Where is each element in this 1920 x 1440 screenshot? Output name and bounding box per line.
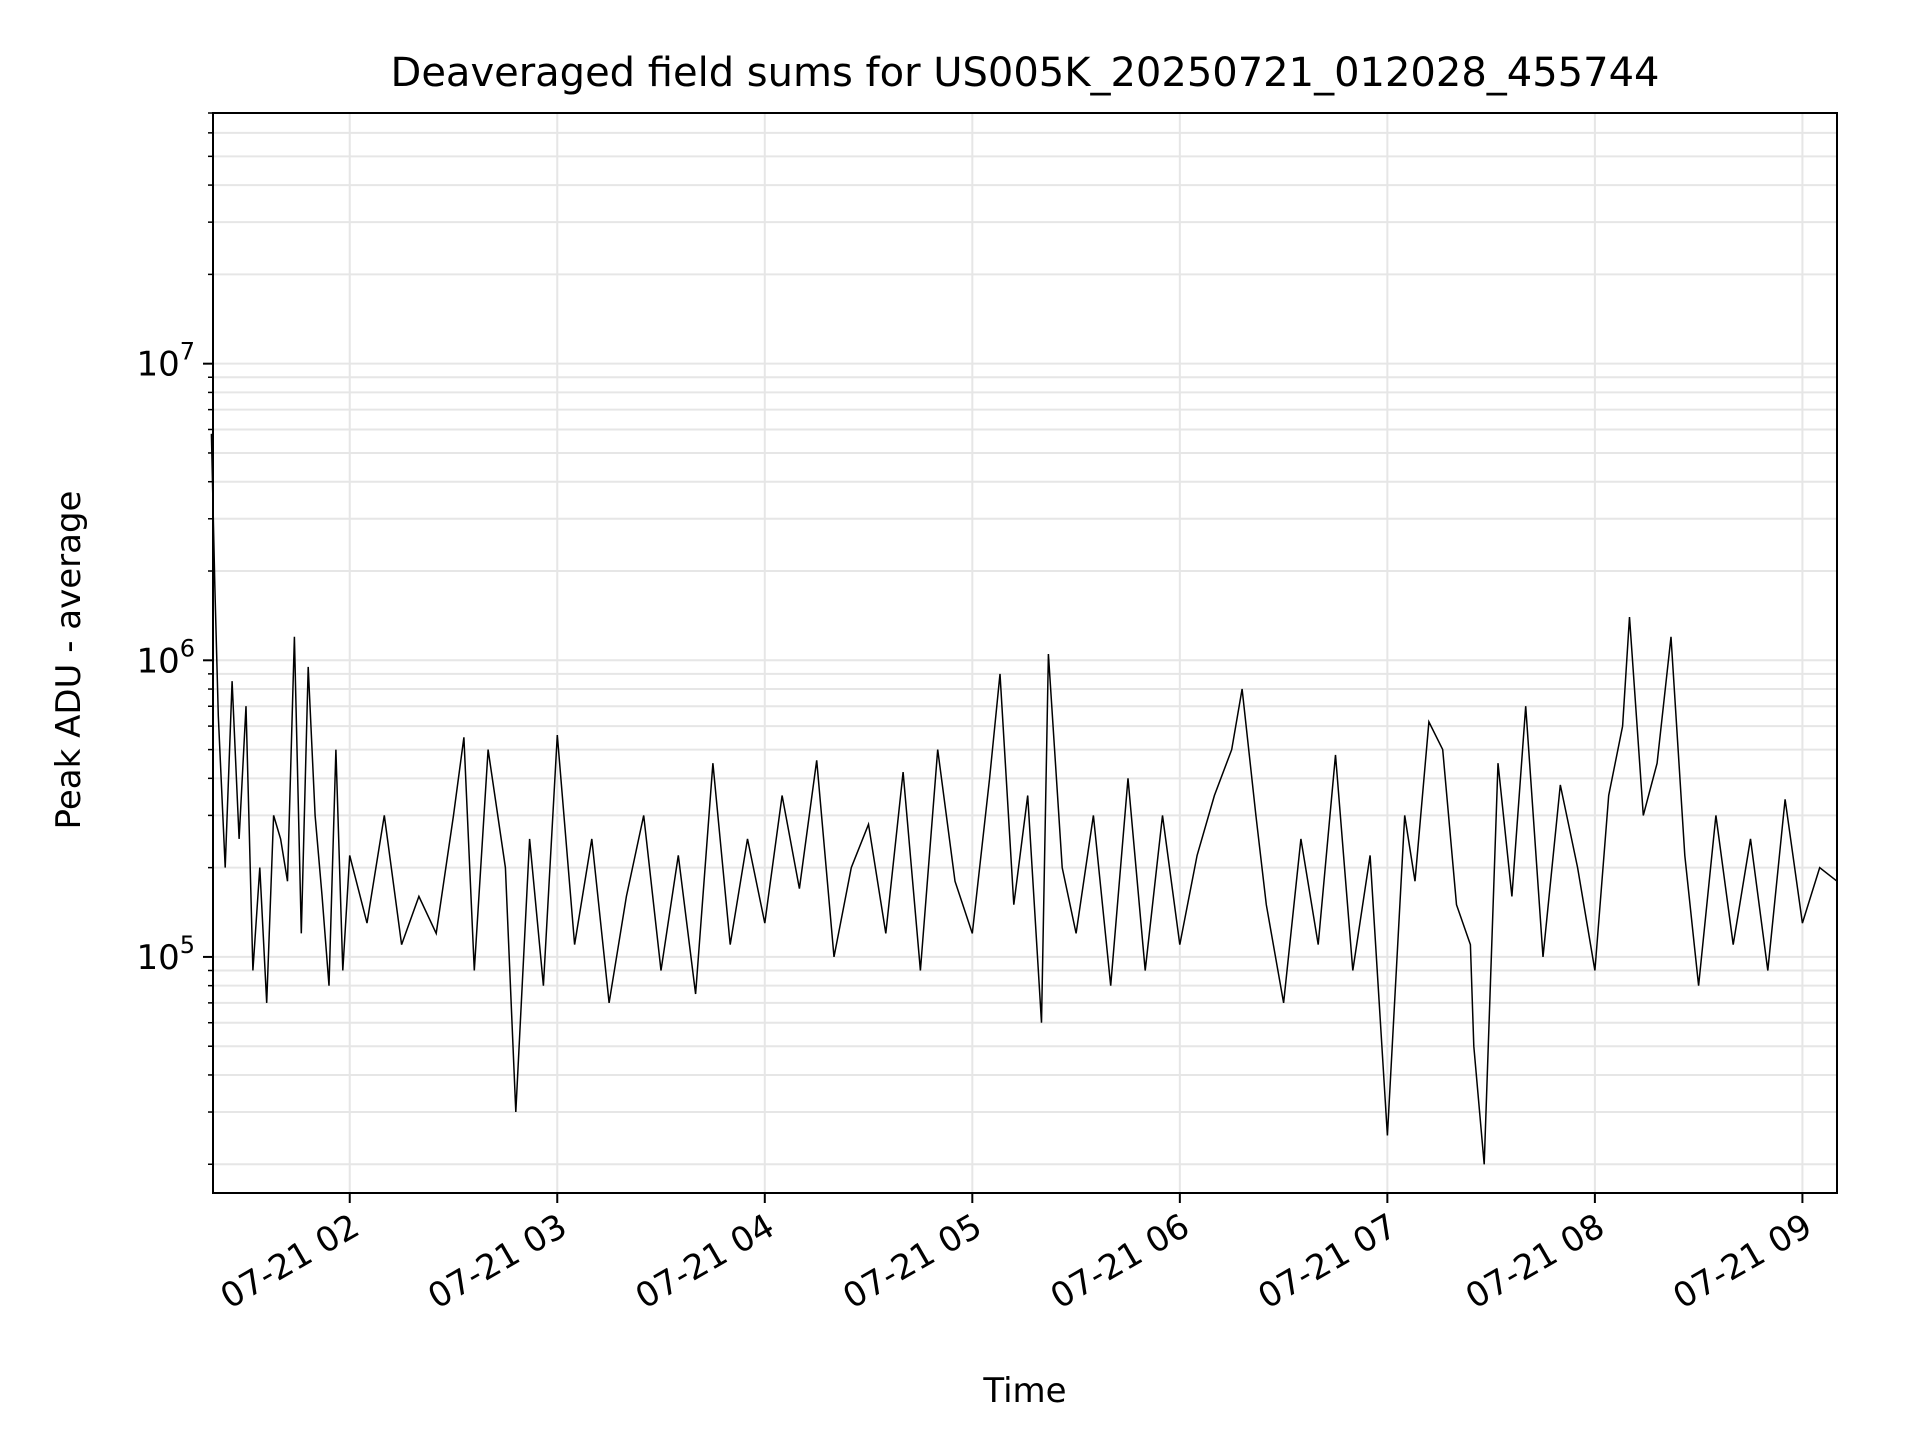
y-axis-ticks: 105 106 107 [136, 112, 213, 1166]
chart-title: Deaveraged field sums for US005K_2025072… [391, 50, 1660, 96]
series-line [210, 433, 1838, 1165]
axes-frame [212, 112, 1838, 1194]
x-axis-label: Time [982, 1371, 1066, 1411]
y-tick-label: 105 [136, 931, 195, 978]
series-group [210, 433, 1838, 1165]
y-tick-label: 106 [136, 634, 195, 681]
y-tick-label: 107 [136, 338, 195, 385]
y-axis-label: Peak ADU - average [49, 491, 89, 830]
